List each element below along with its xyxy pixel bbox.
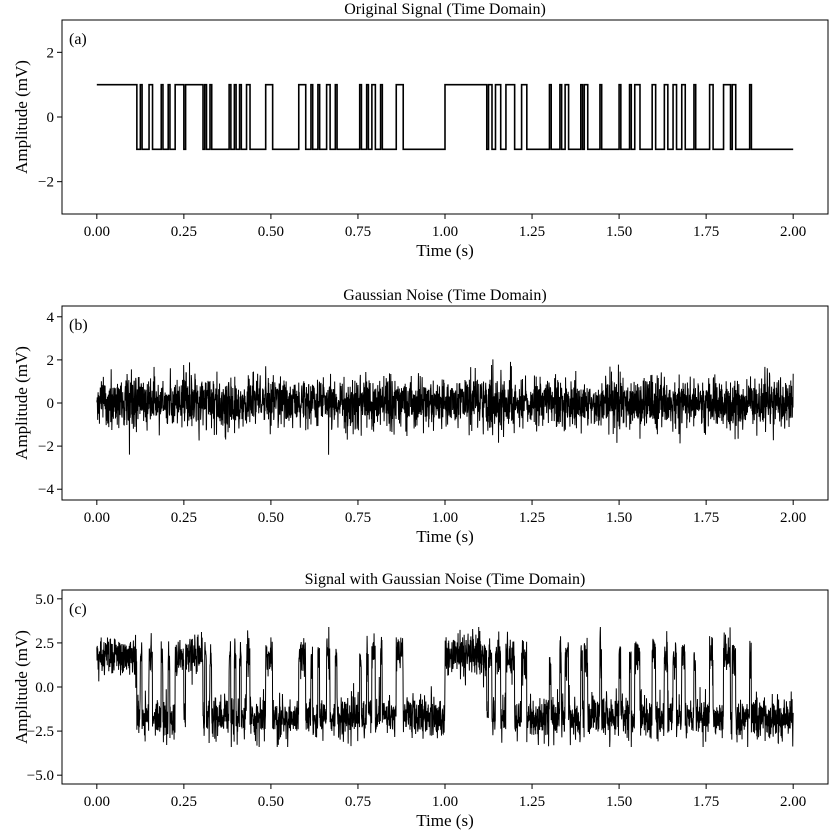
y-tick-label: 2.5 (35, 636, 54, 652)
y-tick-label: −2.5 (27, 724, 54, 740)
x-tick-label: 1.50 (606, 224, 632, 240)
x-tick-label: 0.00 (84, 794, 110, 810)
x-axis-label: Time (s) (416, 241, 473, 260)
panel-label: (a) (69, 31, 87, 48)
chart-panel-1: Original Signal (Time Domain) (a) 0.00 0.25… (12, 1, 829, 260)
x-tick-label: 0.25 (171, 510, 197, 526)
panel-label: (c) (69, 601, 87, 618)
y-tick-label: 0 (47, 396, 55, 412)
series-line (96, 359, 794, 455)
chart-panel-3: Signal with Gaussian Noise (Time Domain)… (12, 571, 829, 830)
x-tick-label: 0.25 (171, 794, 197, 810)
y-tick-label: 5.0 (35, 592, 54, 608)
x-tick-label: 1.50 (606, 794, 632, 810)
y-tick-label: −5.0 (27, 768, 54, 784)
x-tick-label: 1.75 (693, 794, 719, 810)
chart-title: Original Signal (Time Domain) (344, 1, 546, 18)
x-tick-label: 1.00 (432, 794, 458, 810)
chart-title: Signal with Gaussian Noise (Time Domain) (305, 571, 586, 588)
y-tick-label: 0 (47, 110, 55, 126)
series-line (96, 627, 794, 747)
x-tick-label: 2.00 (780, 794, 806, 810)
y-tick-label: 4 (47, 310, 55, 326)
x-tick-label: 0.25 (171, 224, 197, 240)
x-tick-label: 1.50 (606, 510, 632, 526)
y-tick-label: 2 (47, 353, 55, 369)
y-tick-label: −2 (38, 439, 54, 455)
x-tick-label: 1.25 (519, 510, 545, 526)
x-tick-label: 0.00 (84, 224, 110, 240)
y-tick-label: 2 (47, 45, 55, 61)
x-axis-label: Time (s) (416, 811, 473, 830)
panel-label: (b) (69, 317, 88, 334)
x-tick-label: 2.00 (780, 510, 806, 526)
x-tick-label: 0.75 (345, 224, 371, 240)
series-line (96, 83, 794, 151)
x-tick-label: 0.00 (84, 510, 110, 526)
y-tick-label: −2 (38, 175, 54, 191)
x-tick-label: 1.00 (432, 224, 458, 240)
x-tick-label: 1.25 (519, 794, 545, 810)
x-tick-label: 1.75 (693, 224, 719, 240)
x-axis-label: Time (s) (416, 527, 473, 546)
x-tick-label: 0.75 (345, 510, 371, 526)
chart-panel-2: Gaussian Noise (Time Domain) (b) 0.00 0.25 0… (12, 287, 829, 546)
x-tick-label: 0.50 (258, 224, 284, 240)
y-tick-label: 0.0 (35, 680, 54, 696)
x-tick-label: 1.25 (519, 224, 545, 240)
y-axis-label: Amplitude (mV) (12, 630, 31, 744)
x-tick-label: 1.75 (693, 510, 719, 526)
x-tick-label: 1.00 (432, 510, 458, 526)
x-tick-label: 0.75 (345, 794, 371, 810)
x-tick-label: 2.00 (780, 224, 806, 240)
x-tick-label: 0.50 (258, 510, 284, 526)
y-axis-label: Amplitude (mV) (12, 346, 31, 460)
x-tick-label: 0.50 (258, 794, 284, 810)
y-tick-label: −4 (38, 482, 54, 498)
chart-title: Gaussian Noise (Time Domain) (343, 287, 546, 304)
y-axis-label: Amplitude (mV) (12, 60, 31, 174)
